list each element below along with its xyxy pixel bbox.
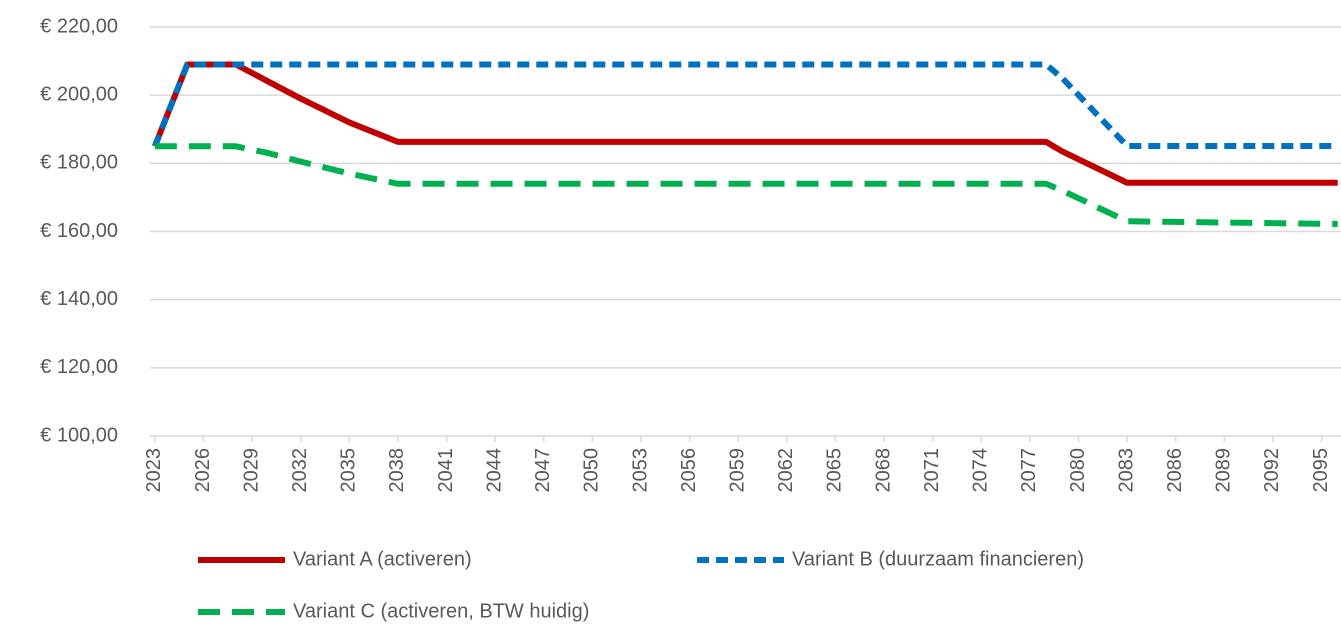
x-tick-label: 2059 (726, 448, 748, 493)
y-tick-label: € 220,00 (40, 15, 118, 37)
x-tick-label: 2038 (386, 448, 408, 493)
y-tick-label: € 120,00 (40, 356, 118, 378)
y-tick-label: € 100,00 (40, 424, 118, 446)
series-line (154, 143, 1338, 228)
series-line (152, 61, 1338, 149)
x-tick-label: 2092 (1261, 448, 1283, 493)
x-tick-label: 2080 (1067, 448, 1089, 493)
y-tick-label: € 200,00 (40, 83, 118, 105)
x-tick-label: 2077 (1018, 448, 1040, 493)
x-tick-label: 2068 (872, 448, 894, 493)
x-tick-label: 2074 (970, 448, 992, 493)
series-line (152, 61, 1338, 186)
x-tick-label: 2029 (240, 448, 262, 493)
x-tick-label: 2035 (338, 448, 360, 493)
x-tick-label: 2044 (483, 448, 505, 493)
x-tick-label: 2095 (1310, 448, 1332, 493)
x-tick-label: 2083 (1115, 448, 1137, 493)
x-tick-label: 2047 (532, 448, 554, 493)
x-tick-label: 2041 (435, 448, 457, 493)
x-tick-label: 2026 (192, 448, 214, 493)
x-tick-label: 2056 (678, 448, 700, 493)
y-tick-label: € 160,00 (40, 220, 118, 242)
legend-label: Variant C (activeren, BTW huidig) (293, 600, 589, 622)
legend-label: Variant B (duurzaam financieren) (792, 548, 1084, 570)
y-tick-label: € 180,00 (40, 152, 118, 174)
x-tick-label: 2050 (581, 448, 603, 493)
x-tick-label: 2023 (143, 448, 165, 493)
x-tick-label: 2032 (289, 448, 311, 493)
x-tick-label: 2053 (629, 448, 651, 493)
x-tick-label: 2065 (824, 448, 846, 493)
y-tick-label: € 140,00 (40, 288, 118, 310)
x-tick-label: 2089 (1213, 448, 1235, 493)
x-tick-label: 2086 (1164, 448, 1186, 493)
x-tick-label: 2071 (921, 448, 943, 493)
x-tick-label: 2062 (775, 448, 797, 493)
legend-label: Variant A (activeren) (293, 548, 472, 570)
